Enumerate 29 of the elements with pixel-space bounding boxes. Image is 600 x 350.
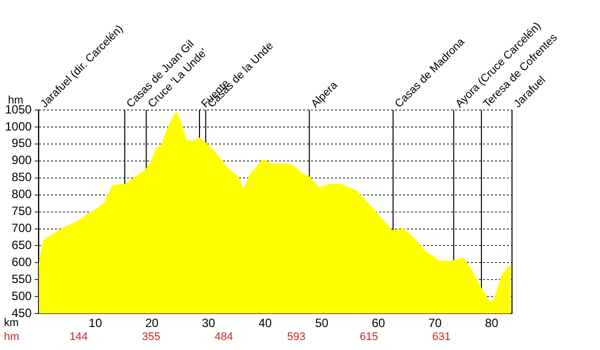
x-axis-title: km [4,317,19,330]
y-tick-label: 600 [12,255,32,270]
x-tick-label: 50 [315,316,329,330]
x-tick-label: 10 [88,316,102,330]
x-tick-label: 30 [202,316,216,330]
y-tick-label: 850 [12,170,32,184]
y-tick-label: 800 [12,187,32,202]
y-tick-label: 650 [12,238,32,252]
x-tick-label: 40 [258,316,272,330]
y-tick-label: 500 [12,288,32,303]
y-tick-label: 450 [12,306,32,320]
text: 484 [214,331,233,344]
y-tick-label: 550 [12,272,32,286]
x-tick-label: 80 [484,316,499,330]
x-tick-label: 60 [372,316,386,330]
text: 593 [287,331,306,344]
text: 631 [432,331,451,344]
text: 144 [69,331,88,344]
y-tick-label: 700 [12,221,32,236]
text: 355 [142,331,160,344]
y-tick-label: 1050 [4,102,32,116]
y-tick-label: 900 [12,153,32,168]
y-tick-label: 1000 [4,119,32,134]
y-tick-label: 750 [12,204,32,218]
text: 615 [360,331,378,344]
x-tick-label: 20 [145,316,159,330]
text: hm [4,331,20,344]
y-tick-label: 950 [12,136,32,150]
x-tick-label: 70 [428,316,442,330]
